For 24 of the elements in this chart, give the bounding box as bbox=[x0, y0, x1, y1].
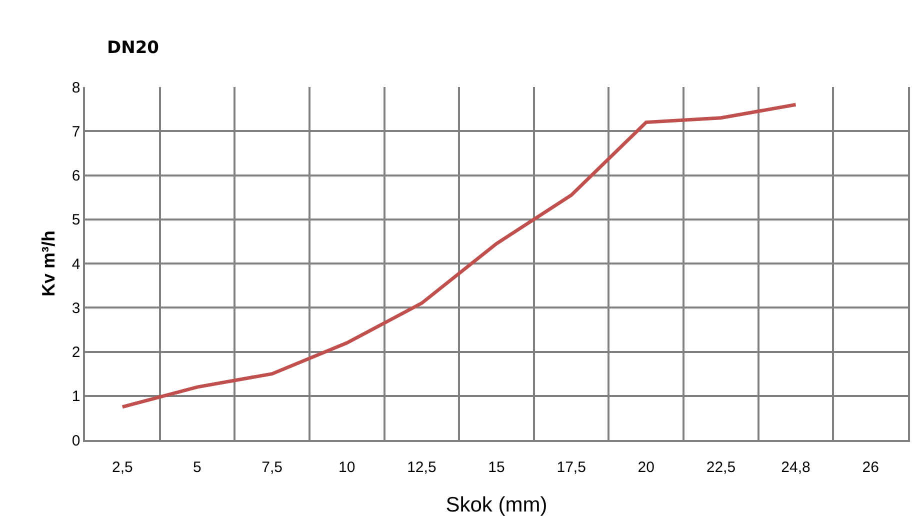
y-tick-label: 5 bbox=[72, 212, 80, 229]
x-tick-label: 5 bbox=[193, 458, 202, 476]
line-series bbox=[120, 102, 798, 409]
y-axis-title: Kv m³/h bbox=[38, 230, 59, 297]
x-tick-label: 12,5 bbox=[407, 458, 436, 476]
x-tick-label: 24,8 bbox=[781, 458, 810, 476]
x-tick-label: 7,5 bbox=[262, 458, 282, 476]
y-tick-label: 7 bbox=[72, 123, 80, 140]
x-tick-label: 15 bbox=[488, 458, 505, 476]
x-tick-label: 17,5 bbox=[556, 458, 586, 476]
y-tick-label: 6 bbox=[72, 168, 80, 184]
x-tick-label: 22,5 bbox=[706, 458, 736, 476]
x-tick-label: 2,5 bbox=[112, 458, 133, 476]
y-tick-label: 4 bbox=[72, 256, 80, 273]
y-tick-label: 0 bbox=[72, 432, 80, 450]
y-tick-label: 3 bbox=[72, 300, 80, 317]
x-tick-label: 26 bbox=[862, 458, 879, 476]
x-axis-title: Skok (mm) bbox=[446, 493, 548, 516]
chart-title: DN20 bbox=[107, 38, 160, 58]
x-tick-label: 10 bbox=[338, 458, 356, 476]
y-tick-label: 1 bbox=[72, 388, 80, 406]
x-tick-label: 20 bbox=[638, 458, 654, 476]
y-tick-label: 8 bbox=[72, 79, 80, 96]
y-tick-label: 2 bbox=[72, 344, 80, 361]
